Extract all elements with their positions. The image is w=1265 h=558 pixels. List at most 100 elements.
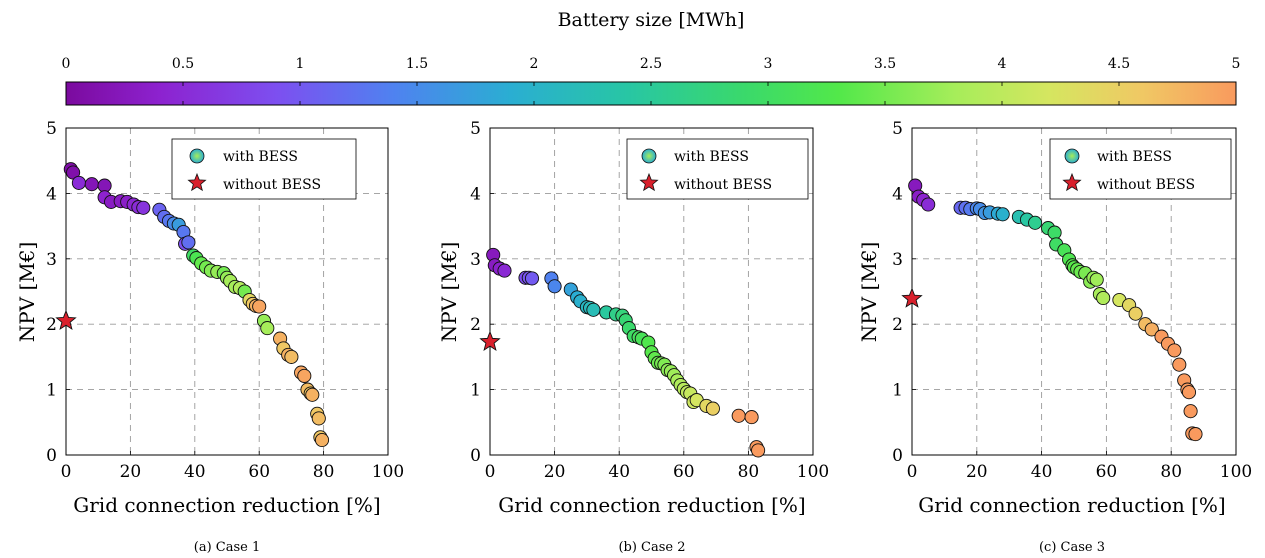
x-tick-label: 40: [608, 462, 630, 482]
y-tick-label: 1: [46, 381, 57, 401]
y-tick-label: 3: [46, 250, 57, 270]
panel-1-legend: with BESS without BESS: [171, 138, 357, 200]
y-tick-label: 4: [892, 184, 903, 204]
axes-frame: [489, 127, 814, 456]
y-tick-label: 4: [46, 184, 57, 204]
colorbar-tick-label: 4: [998, 56, 1007, 72]
y-tick-label: 2: [46, 315, 57, 335]
colorbar-tick-label: 4.5: [1108, 56, 1130, 72]
colorbar-tick-label: 2.5: [640, 56, 662, 72]
y-tick-label: 5: [470, 119, 481, 139]
scatter-panel-case-2: NPV [M€] Grid connection reduction [%] (…: [437, 119, 829, 555]
legend-star-icon: [1062, 172, 1082, 192]
panel-3-xlabel: Grid connection reduction [%]: [918, 493, 1225, 517]
data-point-with-bess: [297, 368, 312, 383]
data-point-with-bess: [252, 299, 267, 314]
panel-3-caption: (c) Case 3: [1039, 540, 1105, 555]
legend-label-with-bess: with BESS: [674, 149, 749, 165]
y-tick-label: 0: [46, 446, 57, 466]
data-point-with-bess: [1183, 404, 1198, 419]
data-point-with-bess: [1096, 290, 1111, 306]
data-point-with-bess: [731, 408, 746, 423]
y-tick-label: 2: [892, 315, 903, 335]
legend-label-without-bess: without BESS: [223, 177, 321, 193]
data-point-with-bess: [1047, 225, 1062, 240]
data-point-with-bess: [136, 200, 151, 215]
x-tick-label: 40: [1031, 462, 1053, 482]
colorbar-tick-label: 2: [530, 56, 539, 72]
data-point-without-bess-star: [479, 330, 501, 351]
legend-label-with-bess: with BESS: [223, 149, 298, 165]
colorbar-tick-labels: 0 0.5 1 1.5 2 2.5 3 3.5 4 4.5 5: [62, 56, 1241, 72]
x-tick-label: 80: [1160, 462, 1182, 482]
data-point-with-bess: [71, 175, 86, 190]
data-point-with-bess: [1188, 427, 1203, 442]
x-tick-label: 100: [372, 462, 404, 482]
panel-2-caption: (b) Case 2: [618, 540, 685, 555]
y-tick-label: 5: [46, 119, 57, 139]
colorbar-tick-label: 1.5: [406, 56, 428, 72]
y-tick-label: 0: [470, 446, 481, 466]
x-tick-label: 0: [61, 462, 72, 482]
data-point-with-bess: [260, 321, 275, 336]
x-tick-label: 0: [485, 462, 496, 482]
data-point-with-bess: [921, 197, 936, 212]
legend-box: [1049, 138, 1232, 200]
data-point-with-bess: [524, 271, 540, 286]
colorbar: Battery size [MWh] 0 0.5 1 1.5 2 2.5 3 3.5 4 4.5 5: [62, 9, 1241, 106]
data-point-with-bess: [497, 263, 512, 278]
data-point-with-bess: [547, 279, 562, 294]
legend-marker-with-bess: [1064, 148, 1080, 164]
colorbar-tick-label: 1: [296, 56, 305, 72]
data-point-with-bess: [84, 177, 99, 192]
data-point-with-bess: [1128, 306, 1143, 321]
x-tick-label: 20: [544, 462, 566, 482]
scatter-panel-case-3: NPV [M€] Grid connection reduction [%] (…: [857, 119, 1252, 555]
colorbar-tick-label: 5: [1232, 56, 1241, 72]
panel-1-xlabel: Grid connection reduction [%]: [73, 493, 380, 517]
legend-box: [626, 138, 809, 200]
legend-box: [171, 138, 357, 200]
panel-1-ylabel: NPV [M€]: [15, 242, 39, 343]
x-tick-label: 60: [1096, 462, 1118, 482]
panel-2-legend: with BESS without BESS: [626, 138, 809, 200]
y-tick-label: 4: [470, 184, 481, 204]
data-point-with-bess: [1089, 272, 1104, 287]
x-tick-label: 100: [1220, 462, 1252, 482]
data-point-without-bess-star: [55, 309, 77, 331]
x-tick-label: 60: [248, 462, 270, 482]
x-tick-label: 80: [313, 462, 335, 482]
legend-star-icon: [187, 172, 207, 192]
x-tick-label: 20: [120, 462, 142, 482]
legend-label-without-bess: without BESS: [674, 177, 772, 193]
data-point-with-bess: [744, 410, 759, 425]
colorbar-tick-label: 0: [62, 56, 71, 72]
data-point-with-bess: [314, 432, 330, 448]
x-tick-label: 20: [966, 462, 988, 482]
x-tick-label: 60: [673, 462, 695, 482]
legend-marker-with-bess: [189, 148, 205, 164]
x-tick-label: 0: [907, 462, 918, 482]
axes-frame: [65, 127, 389, 456]
data-point-with-bess: [586, 302, 601, 317]
data-point-with-bess: [1172, 357, 1187, 372]
panel-2-ylabel: NPV [M€]: [437, 242, 461, 343]
colorbar-tick-label: 3.5: [874, 56, 896, 72]
x-tick-label: 100: [797, 462, 829, 482]
data-point-with-bess: [751, 443, 766, 458]
colorbar-title: Battery size [MWh]: [558, 9, 745, 31]
y-tick-label: 5: [892, 119, 903, 139]
data-point-without-bess-star: [901, 287, 923, 308]
legend-marker-with-bess: [641, 148, 657, 164]
y-tick-label: 3: [892, 250, 903, 270]
data-point-with-bess: [311, 411, 326, 426]
panel-3-legend: with BESS without BESS: [1049, 138, 1232, 200]
x-tick-label: 80: [738, 462, 760, 482]
data-point-with-bess: [284, 349, 299, 364]
legend-label-with-bess: with BESS: [1097, 149, 1172, 165]
y-tick-label: 1: [892, 381, 903, 401]
data-point-with-bess: [1144, 322, 1159, 337]
colorbar-ticks: [65, 82, 1237, 105]
data-point-with-bess: [1181, 385, 1197, 400]
